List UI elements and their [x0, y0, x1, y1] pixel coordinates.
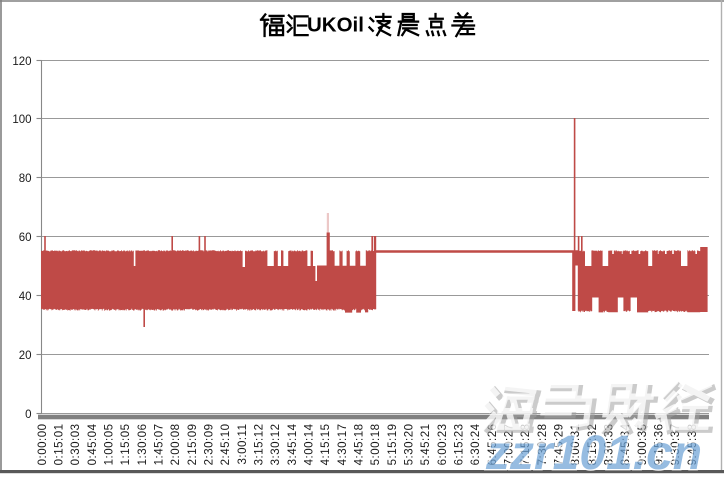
- svg-text:100: 100: [12, 114, 31, 126]
- svg-text:5:30:20: 5:30:20: [404, 424, 416, 466]
- svg-text:4:00:14: 4:00:14: [304, 423, 316, 465]
- svg-text:0: 0: [25, 409, 31, 421]
- svg-text:8:00:31: 8:00:31: [570, 424, 582, 466]
- svg-text:20: 20: [19, 350, 32, 362]
- svg-text:5:45:21: 5:45:21: [420, 424, 432, 466]
- svg-text:3:45:14: 3:45:14: [287, 423, 299, 465]
- svg-text:9:30:37: 9:30:37: [670, 424, 682, 466]
- svg-text:1:45:07: 1:45:07: [154, 424, 166, 466]
- svg-text:0:30:03: 0:30:03: [70, 424, 82, 466]
- svg-text:6:45:26: 6:45:26: [487, 423, 499, 465]
- svg-text:3:15:12: 3:15:12: [254, 424, 266, 466]
- svg-text:zzr101.cn: zzr101.cn: [485, 427, 702, 474]
- svg-text:2:00:08: 2:00:08: [170, 424, 182, 466]
- svg-text:0:15:01: 0:15:01: [54, 424, 66, 466]
- svg-text:6:30:24: 6:30:24: [470, 423, 482, 465]
- svg-text:0:45:04: 0:45:04: [87, 423, 99, 465]
- svg-text:40: 40: [19, 291, 32, 303]
- svg-text:7:45:29: 7:45:29: [554, 424, 566, 466]
- svg-text:0:00:00: 0:00:00: [37, 424, 49, 466]
- svg-text:7:00:27: 7:00:27: [504, 424, 516, 466]
- svg-text:1:30:06: 1:30:06: [137, 424, 149, 466]
- svg-text:120: 120: [12, 56, 31, 68]
- svg-text:80: 80: [19, 173, 32, 185]
- svg-text:UKOil: UKOil: [307, 14, 364, 37]
- svg-text:5:15:19: 5:15:19: [387, 424, 399, 466]
- svg-text:60: 60: [19, 232, 32, 244]
- svg-text:9:15:36: 9:15:36: [654, 424, 666, 466]
- svg-text:1:15:05: 1:15:05: [120, 424, 132, 466]
- svg-text:8:15:32: 8:15:32: [587, 424, 599, 466]
- svg-text:1:00:05: 1:00:05: [104, 424, 116, 466]
- svg-text:6:00:23: 6:00:23: [437, 424, 449, 466]
- svg-text:3:30:12: 3:30:12: [270, 424, 282, 466]
- svg-text:2:15:09: 2:15:09: [187, 424, 199, 466]
- svg-text:4:30:17: 4:30:17: [337, 424, 349, 466]
- svg-text:9:45:38: 9:45:38: [687, 424, 699, 466]
- svg-text:2:30:09: 2:30:09: [204, 424, 216, 466]
- svg-text:2:45:10: 2:45:10: [220, 424, 232, 466]
- svg-text:4:15:15: 4:15:15: [320, 424, 332, 466]
- svg-text:6:15:23: 6:15:23: [454, 424, 466, 466]
- svg-text:5:00:18: 5:00:18: [370, 424, 382, 466]
- svg-text:4:45:18: 4:45:18: [354, 424, 366, 466]
- svg-text:9:00:35: 9:00:35: [637, 424, 649, 466]
- svg-text:3:00:11: 3:00:11: [237, 424, 249, 465]
- svg-text:7:30:28: 7:30:28: [537, 424, 549, 466]
- svg-text:7:15:28: 7:15:28: [520, 424, 532, 466]
